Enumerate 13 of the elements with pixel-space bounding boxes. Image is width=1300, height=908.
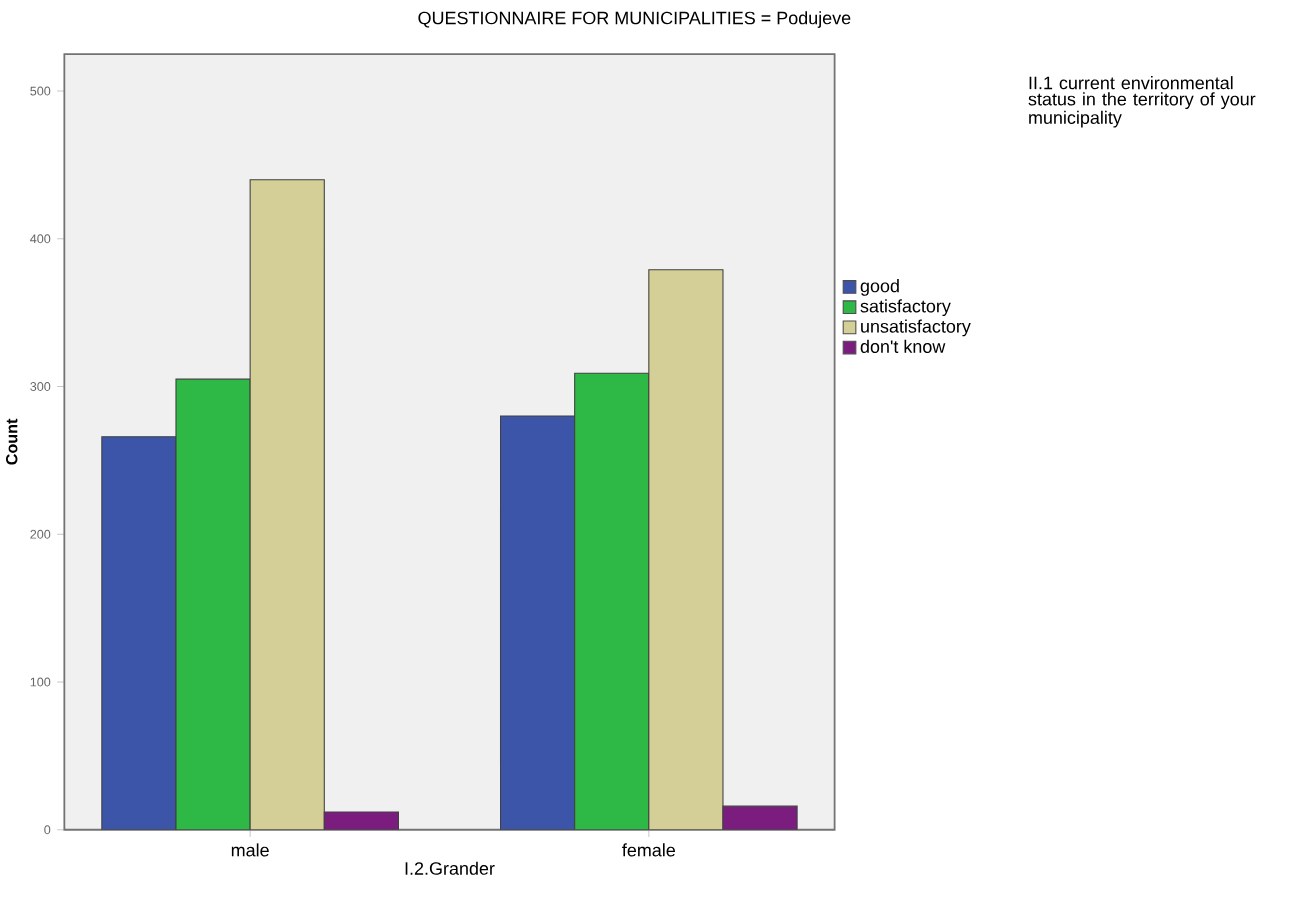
chart-title: QUESTIONNAIRE FOR MUNICIPALITIES = Podujeve (418, 11, 851, 29)
legend-title: II.1 current environmental status in the territory of your municipality (1028, 76, 1256, 128)
legend-label: satisfactory (860, 299, 951, 317)
legend-label: unsatisfactory (861, 319, 971, 337)
x-tick-label: male (231, 843, 269, 857)
bar (648, 269, 724, 831)
legend-label: don't know (860, 340, 946, 354)
bar (249, 179, 325, 831)
y-axis-title: Count (5, 419, 18, 465)
bar (722, 805, 798, 831)
legend-label: good (860, 279, 899, 297)
x-axis-title: I.2.Grander (405, 861, 495, 876)
x-tick-label: female (622, 843, 675, 857)
